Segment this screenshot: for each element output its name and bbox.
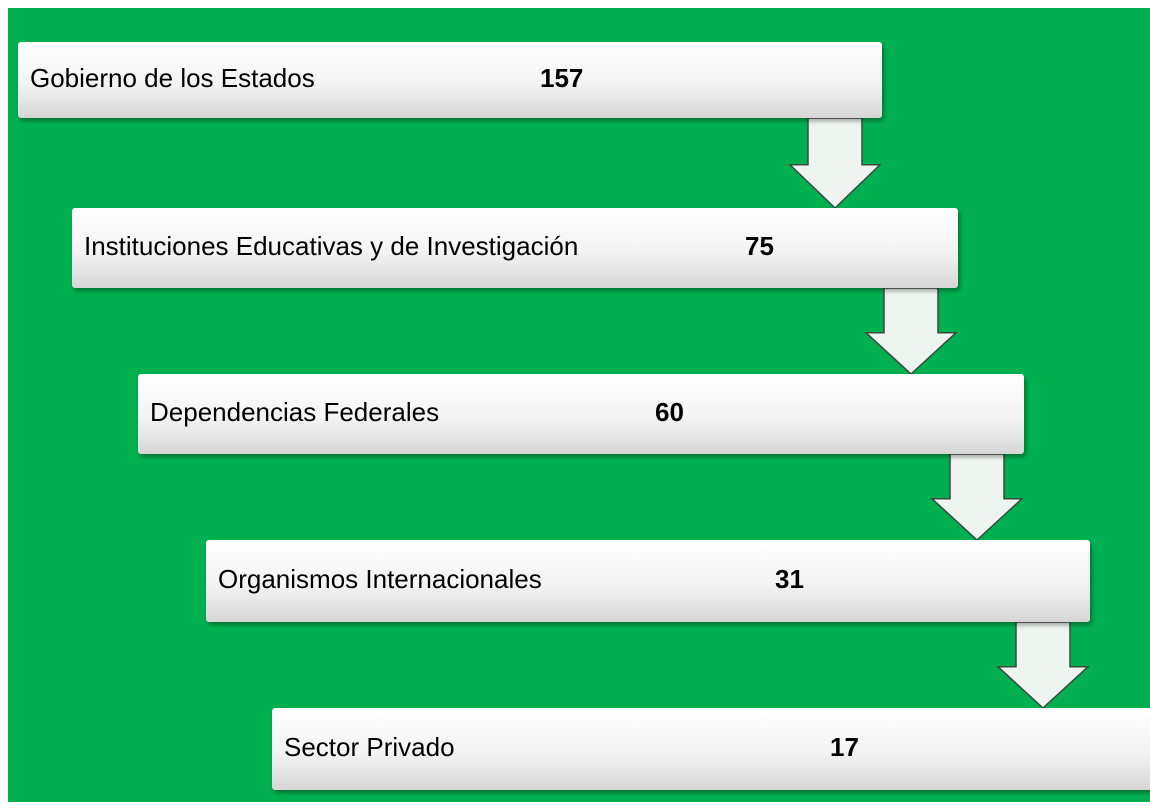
node-label: Organismos Internacionales	[218, 564, 542, 594]
box	[72, 208, 958, 288]
node-value: 75	[745, 231, 774, 261]
node-value: 17	[830, 732, 859, 762]
flow: Gobierno de los Estados 157 Instituciones …	[18, 42, 1150, 790]
node-value: 60	[655, 397, 684, 427]
node-label: Dependencias Federales	[150, 397, 439, 427]
box	[138, 374, 1024, 454]
node-label: Gobierno de los Estados	[30, 63, 315, 93]
arrow	[930, 453, 1024, 542]
arrow	[788, 117, 882, 210]
box	[18, 42, 882, 118]
node-label: Instituciones Educativas y de Investigac…	[84, 231, 578, 261]
node-value: 157	[540, 63, 583, 93]
arrow	[864, 287, 958, 376]
node-label: Sector Privado	[284, 732, 455, 762]
box	[272, 708, 1150, 790]
node-value: 31	[775, 564, 804, 594]
arrow	[996, 621, 1090, 710]
box	[206, 540, 1090, 622]
